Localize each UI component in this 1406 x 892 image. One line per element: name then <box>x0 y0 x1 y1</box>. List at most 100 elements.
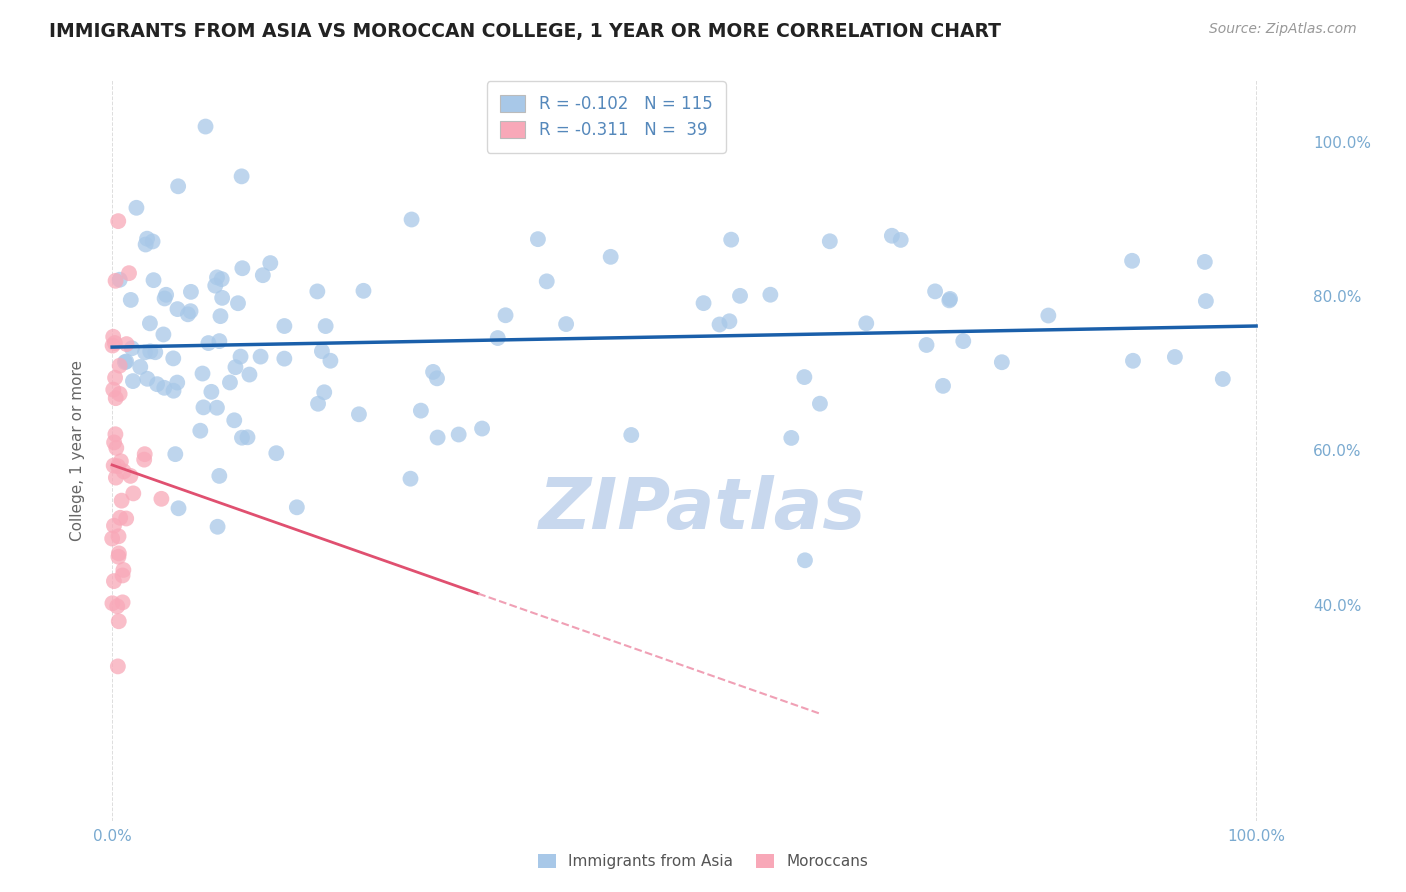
Point <box>110 493 132 508</box>
Point <box>107 529 129 543</box>
Point <box>153 381 176 395</box>
Point <box>1164 350 1187 364</box>
Point <box>890 233 912 247</box>
Point <box>426 371 449 385</box>
Point <box>307 397 329 411</box>
Point <box>236 430 259 444</box>
Point <box>197 336 219 351</box>
Point <box>166 302 188 317</box>
Point <box>209 309 232 323</box>
Point <box>818 234 841 248</box>
Point <box>139 344 162 359</box>
Point <box>111 568 134 582</box>
Point <box>112 563 135 577</box>
Point <box>129 359 152 374</box>
Text: Source: ZipAtlas.com: Source: ZipAtlas.com <box>1209 22 1357 37</box>
Text: IMMIGRANTS FROM ASIA VS MOROCCAN COLLEGE, 1 YEAR OR MORE CORRELATION CHART: IMMIGRANTS FROM ASIA VS MOROCCAN COLLEGE… <box>49 22 1001 41</box>
Point <box>166 376 188 390</box>
Point <box>146 377 169 392</box>
Point <box>136 232 159 246</box>
Point <box>139 316 162 330</box>
Point <box>353 284 375 298</box>
Point <box>238 368 260 382</box>
Point <box>105 441 128 455</box>
Point <box>855 316 877 330</box>
Point <box>104 370 127 384</box>
Point <box>1212 372 1234 386</box>
Point <box>527 232 550 246</box>
Point <box>211 291 233 305</box>
Point <box>107 214 129 228</box>
Point <box>311 344 333 359</box>
Point <box>266 446 288 460</box>
Point <box>180 285 202 299</box>
Point <box>880 228 903 243</box>
Point <box>780 431 803 445</box>
Point <box>226 296 249 310</box>
Point <box>103 458 125 473</box>
Point <box>231 431 253 445</box>
Point <box>101 596 124 610</box>
Point <box>401 212 423 227</box>
Point <box>167 179 190 194</box>
Point <box>120 293 142 307</box>
Point <box>110 454 132 468</box>
Point <box>194 120 217 134</box>
Point <box>208 469 231 483</box>
Point <box>114 355 136 369</box>
Point <box>347 407 370 421</box>
Point <box>1121 253 1143 268</box>
Point <box>134 452 156 467</box>
Point <box>808 397 831 411</box>
Point <box>111 595 134 609</box>
Point <box>471 421 494 435</box>
Point <box>205 270 228 285</box>
Point <box>285 500 308 515</box>
Point <box>409 403 432 417</box>
Point <box>103 383 125 397</box>
Point <box>103 435 125 450</box>
Point <box>259 256 281 270</box>
Point <box>104 427 127 442</box>
Point <box>115 511 138 525</box>
Point <box>107 459 129 474</box>
Point <box>188 424 211 438</box>
Point <box>122 486 145 500</box>
Point <box>108 359 131 373</box>
Point <box>307 285 329 299</box>
Point <box>118 266 141 280</box>
Point <box>143 345 166 359</box>
Point <box>108 546 131 560</box>
Point <box>104 274 127 288</box>
Point <box>103 518 125 533</box>
Point <box>101 532 124 546</box>
Point <box>793 370 815 384</box>
Point <box>108 387 131 401</box>
Point <box>1195 294 1218 309</box>
Point <box>709 318 731 332</box>
Point <box>208 334 231 348</box>
Point <box>728 289 751 303</box>
Y-axis label: College, 1 year or more: College, 1 year or more <box>69 360 84 541</box>
Point <box>915 338 938 352</box>
Point <box>720 233 742 247</box>
Point <box>105 599 128 614</box>
Legend: Immigrants from Asia, Moroccans: Immigrants from Asia, Moroccans <box>531 848 875 875</box>
Point <box>447 427 470 442</box>
Point <box>692 296 714 310</box>
Point <box>231 261 253 276</box>
Point <box>620 428 643 442</box>
Point <box>211 272 233 286</box>
Point <box>165 447 187 461</box>
Point <box>200 384 222 399</box>
Point <box>536 274 558 288</box>
Text: ZIPatlas: ZIPatlas <box>540 475 866 544</box>
Point <box>152 327 174 342</box>
Point <box>180 304 202 318</box>
Point <box>155 287 177 301</box>
Point <box>167 501 190 516</box>
Point <box>273 318 295 333</box>
Point <box>314 385 336 400</box>
Point <box>104 336 127 351</box>
Point <box>177 307 200 321</box>
